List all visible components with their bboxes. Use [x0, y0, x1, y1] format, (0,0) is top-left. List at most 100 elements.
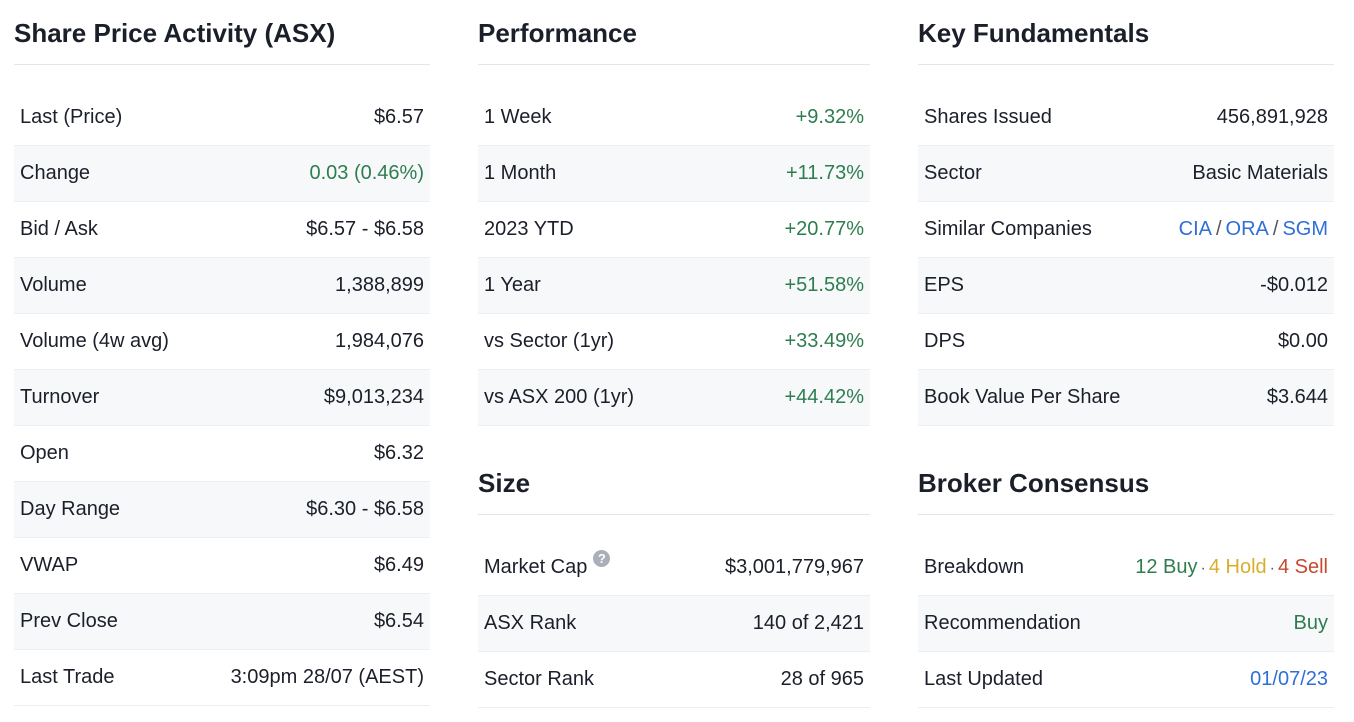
row-label-wrap: Last Updated — [924, 668, 1043, 691]
data-row: ASX Rank 140 of 2,421 — [478, 596, 870, 652]
row-label: Prev Close — [20, 610, 118, 632]
data-row: Change 0.03 (0.46%) — [14, 146, 430, 202]
row-value: $6.49 — [373, 554, 424, 576]
row-value-wrap: $6.49 — [374, 554, 424, 577]
section: Key Fundamentals Shares Issued 456,891,928… — [918, 0, 1334, 426]
row-value-wrap: $3,001,779,967 — [725, 556, 864, 579]
data-row: 2023 YTD +20.77% — [478, 202, 870, 258]
row-value-wrap: 01/07/23 — [1250, 668, 1328, 691]
row-value-wrap: +44.42% — [784, 386, 864, 409]
section: Share Price Activity (ASX) Last (Price) $6… — [14, 0, 430, 706]
row-value-wrap: +11.73% — [786, 162, 864, 185]
row-label: DPS — [924, 330, 966, 352]
row-label-wrap: 1 Week — [484, 106, 551, 129]
row-value-wrap: Basic Materials — [1192, 162, 1328, 185]
row-value: 456,891,928 — [1216, 106, 1328, 128]
row-value: 140 of 2,421 — [752, 612, 864, 634]
row-label: ASX Rank — [484, 612, 577, 634]
row-value[interactable]: 01/07/23 — [1250, 668, 1328, 690]
data-row: EPS -$0.012 — [918, 258, 1334, 314]
row-value: $0.00 — [1277, 330, 1328, 352]
row-value-wrap: 1,388,899 — [335, 274, 424, 297]
help-icon[interactable]: ? — [593, 550, 611, 567]
data-row: Last Updated 01/07/23 — [918, 652, 1334, 708]
row-label: Sector — [924, 162, 982, 184]
rows: Breakdown 12 Buy · 4 Hold · 4 Sell Recommendat… — [918, 540, 1334, 708]
row-value: $3.644 — [1266, 386, 1328, 408]
row-label: 1 Month — [484, 162, 557, 184]
row-label: Similar Companies — [924, 218, 1092, 240]
row-value-wrap: 140 of 2,421 — [753, 612, 864, 635]
section: Size Market Cap? $3,001,779,967 ASX Rank 140… — [478, 450, 870, 708]
row-value-wrap: $6.54 — [374, 610, 424, 633]
row-value: 3:09pm 28/07 (AEST) — [230, 666, 424, 688]
row-label: 1 Year — [484, 274, 541, 296]
row-label: 1 Week — [484, 106, 552, 128]
row-value: $6.57 — [373, 106, 424, 128]
row-value-wrap: CIA / ORA / SGM — [1179, 218, 1328, 241]
row-value-wrap: $6.32 — [374, 442, 424, 465]
row-value-wrap: $6.30 - $6.58 — [306, 498, 424, 521]
row-label-wrap: vs Sector (1yr) — [484, 330, 614, 353]
row-value-wrap: 0.03 (0.46%) — [309, 162, 424, 185]
row-value: -$0.012 — [1260, 274, 1328, 296]
value-part[interactable]: ORA — [1225, 218, 1269, 240]
data-row: Sector Basic Materials — [918, 146, 1334, 202]
data-row: Prev Close $6.54 — [14, 594, 430, 650]
row-label: Open — [20, 442, 69, 464]
row-value: 1,388,899 — [335, 274, 424, 296]
row-value: +11.73% — [785, 162, 864, 184]
column: Key Fundamentals Shares Issued 456,891,928… — [918, 0, 1334, 708]
row-label-wrap: Prev Close — [20, 610, 118, 633]
value-part: 4 Hold — [1208, 556, 1267, 578]
column: Share Price Activity (ASX) Last (Price) $6… — [14, 0, 430, 706]
data-row: Shares Issued 456,891,928 — [918, 90, 1334, 146]
row-label-wrap: Last (Price) — [20, 106, 122, 129]
value-part: 4 Sell — [1277, 556, 1328, 578]
row-value: Basic Materials — [1192, 162, 1328, 184]
row-label-wrap: Day Range — [20, 498, 120, 521]
row-value: 0.03 (0.46%) — [309, 162, 424, 184]
row-label: Turnover — [20, 386, 100, 408]
data-row: Day Range $6.30 - $6.58 — [14, 482, 430, 538]
row-label-wrap: Volume — [20, 274, 87, 297]
row-label-wrap: 2023 YTD — [484, 218, 574, 241]
data-row: Last Trade 3:09pm 28/07 (AEST) — [14, 650, 430, 706]
row-label: Bid / Ask — [20, 218, 98, 240]
row-value: $9,013,234 — [323, 386, 424, 408]
row-value-wrap: +51.58% — [784, 274, 864, 297]
rows: Last (Price) $6.57 Change 0.03 (0.46%) Bid /… — [14, 90, 430, 706]
value-part[interactable]: CIA — [1178, 218, 1212, 240]
data-row: Bid / Ask $6.57 - $6.58 — [14, 202, 430, 258]
row-value: $3,001,779,967 — [724, 556, 864, 578]
rows: Shares Issued 456,891,928 Sector Basic Mate… — [918, 90, 1334, 426]
column: Performance 1 Week +9.32% 1 Month +11.73% 202… — [478, 0, 870, 708]
section: Performance 1 Week +9.32% 1 Month +11.73% 202… — [478, 0, 870, 426]
row-label: vs ASX 200 (1yr) — [484, 386, 635, 408]
row-label: Sector Rank — [484, 668, 595, 690]
section-title: Share Price Activity (ASX) — [14, 0, 430, 65]
row-value-wrap: $9,013,234 — [324, 386, 424, 409]
value-part[interactable]: SGM — [1282, 218, 1328, 240]
row-value: 1,984,076 — [335, 330, 424, 352]
row-value-wrap: 456,891,928 — [1217, 106, 1328, 129]
data-row: Similar Companies CIA / ORA / SGM — [918, 202, 1334, 258]
row-label-wrap: Recommendation — [924, 612, 1081, 635]
row-label-wrap: ASX Rank — [484, 612, 576, 635]
row-label-wrap: Bid / Ask — [20, 218, 98, 241]
row-label-wrap: EPS — [924, 274, 964, 297]
section-title: Performance — [478, 0, 870, 65]
row-value-wrap: 12 Buy · 4 Hold · 4 Sell — [1135, 556, 1328, 579]
row-label-wrap: Shares Issued — [924, 106, 1052, 129]
row-label-wrap: 1 Month — [484, 162, 556, 185]
row-label: 2023 YTD — [484, 218, 574, 240]
row-label-wrap: VWAP — [20, 554, 78, 577]
row-label: Volume — [20, 274, 87, 296]
row-label-wrap: Similar Companies — [924, 218, 1092, 241]
row-label-wrap: DPS — [924, 330, 965, 353]
data-row: Last (Price) $6.57 — [14, 90, 430, 146]
section-title: Size — [478, 450, 870, 515]
section: Broker Consensus Breakdown 12 Buy · 4 Hold · 4… — [918, 450, 1334, 708]
data-row: Volume (4w avg) 1,984,076 — [14, 314, 430, 370]
